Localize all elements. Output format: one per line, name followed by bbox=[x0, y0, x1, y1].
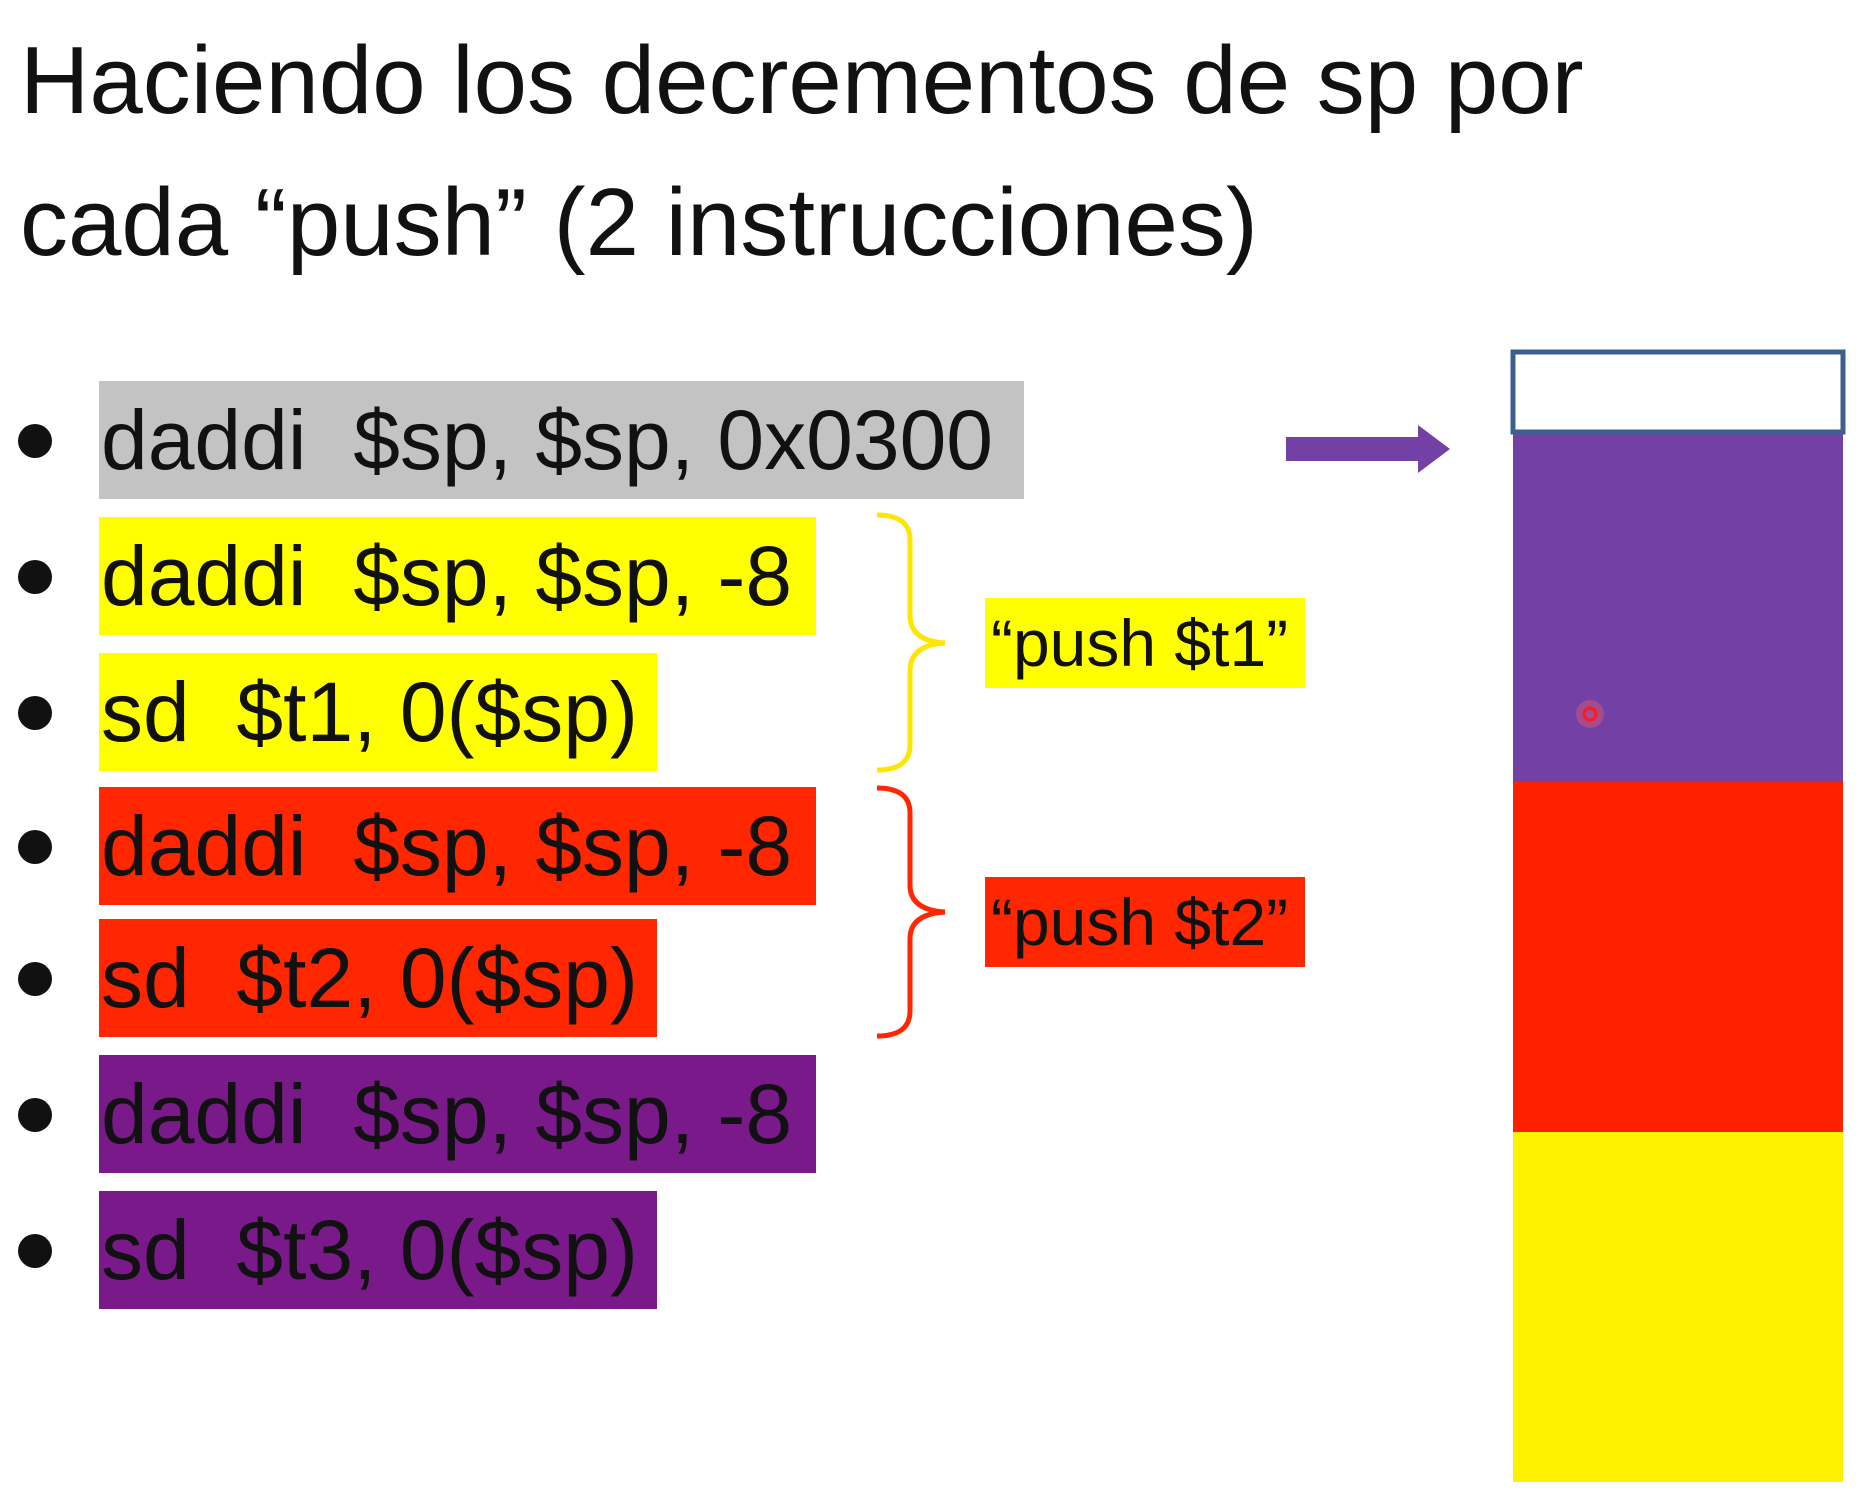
bullet-dot-icon bbox=[18, 696, 52, 730]
arrow-head bbox=[1418, 425, 1450, 473]
instruction-6: daddi $sp, $sp, -8 bbox=[99, 1055, 816, 1173]
bullet-dot-icon bbox=[18, 830, 52, 864]
stack-pointer-arrow-icon bbox=[1286, 425, 1450, 473]
instruction-1: daddi $sp, $sp, 0x0300 bbox=[99, 381, 1024, 499]
instruction-7: sd $t3, 0($sp) bbox=[99, 1191, 657, 1309]
group-label-push-t1: “push $t1” bbox=[985, 598, 1305, 688]
cursor-marker-icon bbox=[1576, 700, 1604, 728]
brace-icon bbox=[876, 512, 946, 773]
bullet-dot-icon bbox=[18, 1234, 52, 1268]
title-line-1: Haciendo los decrementos de sp por bbox=[20, 27, 1584, 134]
slide-title: Haciendo los decrementos de sp por cada … bbox=[20, 10, 1840, 294]
bullet-dot-icon bbox=[18, 1098, 52, 1132]
stack-memory bbox=[1510, 349, 1846, 1482]
stack-top-frame bbox=[1510, 349, 1846, 435]
instruction-2: daddi $sp, $sp, -8 bbox=[99, 517, 816, 635]
brace-icon bbox=[876, 785, 946, 1039]
instruction-5: sd $t2, 0($sp) bbox=[99, 919, 657, 1037]
stack-cell-t1 bbox=[1513, 1132, 1843, 1482]
bullet-dot-icon bbox=[18, 962, 52, 996]
stack-cell-t2 bbox=[1513, 782, 1843, 1132]
title-line-2: cada “push” (2 instrucciones) bbox=[20, 169, 1258, 276]
arrow-shaft bbox=[1286, 437, 1426, 461]
stack-cell-top bbox=[1513, 352, 1843, 432]
group-label-push-t2: “push $t2” bbox=[985, 877, 1305, 967]
instruction-3: sd $t1, 0($sp) bbox=[99, 653, 657, 771]
instruction-4: daddi $sp, $sp, -8 bbox=[99, 787, 816, 905]
bullet-dot-icon bbox=[18, 424, 52, 458]
stack-cell-t3 bbox=[1513, 432, 1843, 782]
bullet-dot-icon bbox=[18, 560, 52, 594]
